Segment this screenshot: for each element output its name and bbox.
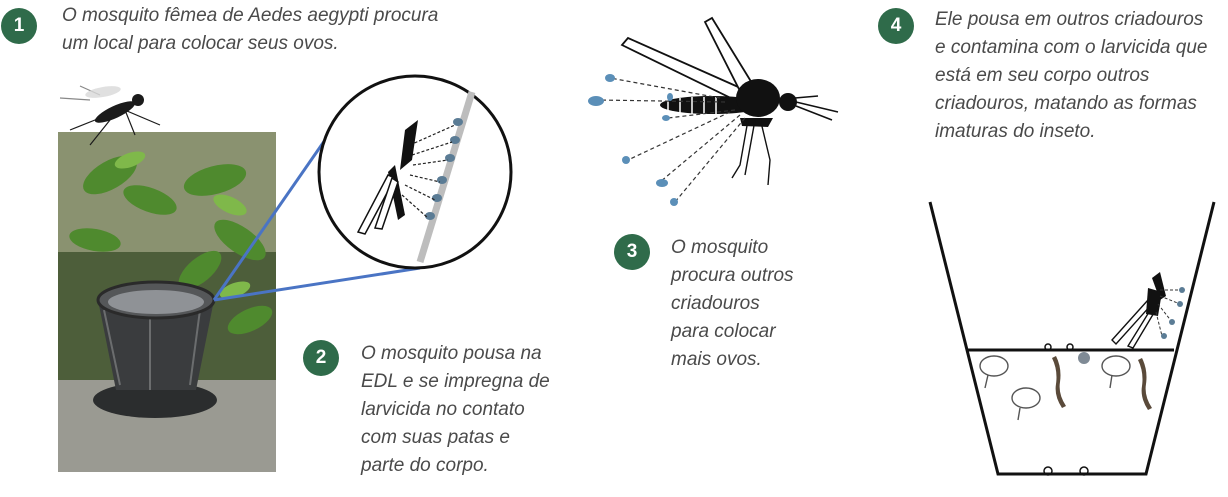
caption-line: criadouros	[671, 290, 794, 318]
caption-line: um local para colocar seus ovos.	[62, 30, 438, 58]
step-2-badge: 2	[303, 340, 339, 376]
caption-line: está em seu corpo outros	[935, 62, 1207, 90]
step-2-caption: O mosquito pousa na EDL e se impregna de…	[361, 340, 550, 480]
trap-photo	[58, 132, 276, 472]
step-3-caption: O mosquito procura outros criadouros par…	[671, 234, 794, 374]
caption-line: EDL e se impregna de	[361, 368, 550, 396]
step-4-caption: Ele pousa em outros criadouros e contami…	[935, 6, 1207, 146]
step-3-badge: 3	[614, 234, 650, 270]
caption-line: criadouros, matando as formas	[935, 90, 1207, 118]
breeding-container	[930, 202, 1214, 475]
step-4-badge: 4	[878, 8, 914, 44]
caption-line: com suas patas e	[361, 424, 550, 452]
caption-line: parte do corpo.	[361, 452, 550, 480]
caption-line: e contamina com o larvicida que	[935, 34, 1207, 62]
caption-line: O mosquito fêmea de Aedes aegypti procur…	[62, 2, 438, 30]
caption-line: imaturas do inseto.	[935, 118, 1207, 146]
caption-line: larvicida no contato	[361, 396, 550, 424]
caption-line: O mosquito	[671, 234, 794, 262]
caption-line: O mosquito pousa na	[361, 340, 550, 368]
caption-line: mais ovos.	[671, 346, 794, 374]
caption-line: para colocar	[671, 318, 794, 346]
caption-line: Ele pousa em outros criadouros	[935, 6, 1207, 34]
caption-line: procura outros	[671, 262, 794, 290]
flying-mosquito	[588, 18, 838, 206]
step-1-badge: 1	[1, 8, 37, 44]
step-1-caption: O mosquito fêmea de Aedes aegypti procur…	[62, 2, 438, 58]
